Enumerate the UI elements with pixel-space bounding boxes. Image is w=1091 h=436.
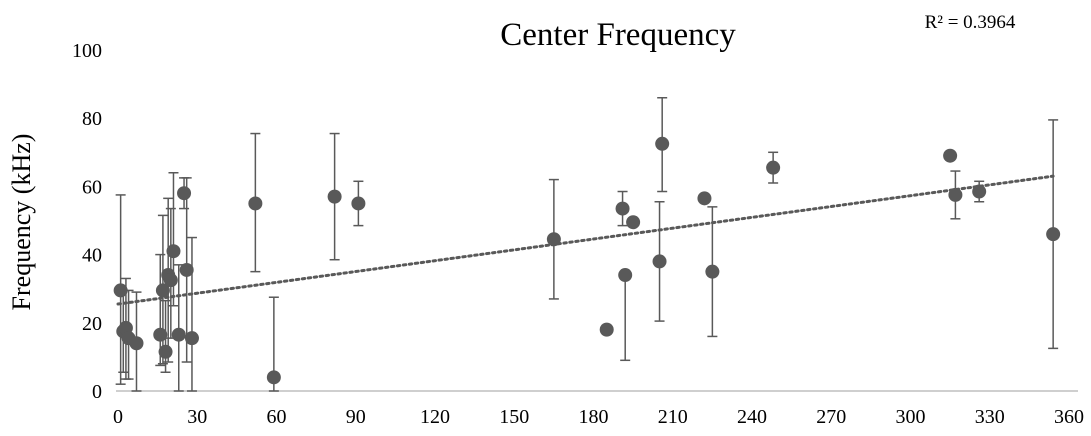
data-point	[697, 191, 712, 206]
data-point	[705, 264, 720, 279]
data-point	[652, 254, 667, 269]
data-point	[184, 331, 199, 346]
data-point	[351, 196, 366, 211]
data-point	[948, 187, 963, 202]
data-point	[155, 283, 170, 298]
data-point	[327, 189, 342, 204]
x-tick-label: 120	[420, 406, 450, 428]
x-tick-label: 330	[975, 406, 1005, 428]
data-point	[266, 370, 281, 385]
data-point	[177, 186, 192, 201]
data-point	[158, 344, 173, 359]
y-tick-label: 100	[72, 40, 102, 62]
error-bars	[115, 96, 1059, 392]
y-axis-label: Frequency (kHz)	[7, 134, 36, 311]
x-tick-label: 270	[816, 406, 846, 428]
data-point	[153, 327, 168, 342]
x-tick-label: 0	[113, 406, 123, 428]
trendline	[116, 174, 1055, 306]
y-tick-labels: 0 20 40 60 80 100	[72, 40, 102, 403]
x-tick-label: 240	[737, 406, 767, 428]
data-point	[626, 215, 641, 230]
data-points	[113, 136, 1061, 385]
data-point	[171, 327, 186, 342]
y-tick-label: 20	[82, 313, 102, 335]
data-point	[248, 196, 263, 211]
y-tick-label: 0	[92, 381, 102, 403]
x-tick-label: 150	[499, 406, 529, 428]
r-squared-label: R² = 0.3964	[925, 12, 1016, 33]
data-point	[129, 336, 144, 351]
data-point	[766, 160, 781, 175]
y-tick-label: 40	[82, 245, 102, 267]
data-point	[113, 283, 128, 298]
data-point	[599, 322, 614, 337]
data-point	[163, 273, 178, 288]
data-point	[546, 232, 561, 247]
x-tick-label: 30	[187, 406, 207, 428]
data-point	[655, 136, 670, 151]
x-tick-label: 360	[1054, 406, 1084, 428]
y-tick-label: 60	[82, 176, 102, 198]
chart-title: Center Frequency	[500, 17, 736, 53]
x-tick-label: 60	[267, 406, 287, 428]
data-point	[179, 262, 194, 277]
x-tick-label: 90	[346, 406, 366, 428]
data-point	[943, 148, 958, 163]
data-point	[166, 244, 181, 259]
data-point	[1046, 227, 1061, 242]
x-tick-label: 180	[579, 406, 609, 428]
data-point	[972, 184, 987, 199]
x-tick-labels: 0 30 60 90 120 150 180 210 240 270 300 330 360	[113, 406, 1084, 428]
y-tick-label: 80	[82, 108, 102, 130]
x-tick-label: 300	[896, 406, 926, 428]
data-point	[618, 268, 633, 283]
data-point	[615, 201, 630, 216]
x-tick-label: 210	[658, 406, 688, 428]
